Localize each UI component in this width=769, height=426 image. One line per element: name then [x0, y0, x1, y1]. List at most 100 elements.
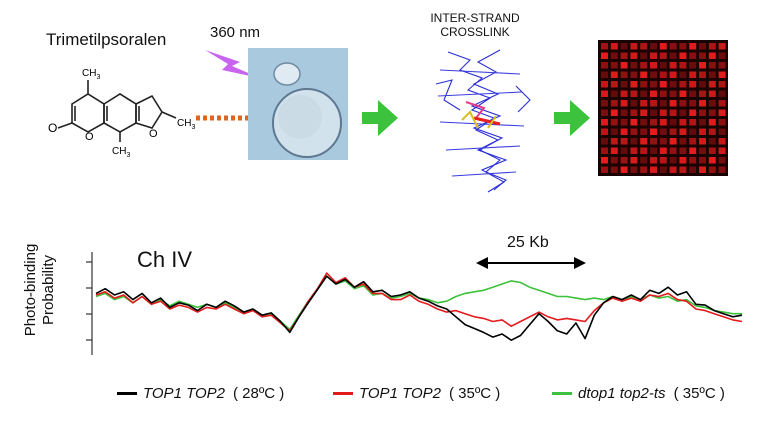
array-spot — [689, 157, 697, 164]
array-spot — [630, 157, 638, 164]
array-spot — [689, 128, 697, 135]
array-spot — [699, 147, 706, 154]
array-spot — [650, 100, 657, 107]
binding-profile-chart — [86, 252, 743, 355]
array-spot — [620, 109, 628, 116]
array-spot — [679, 81, 687, 88]
crosslink-label: INTER-STRAND CROSSLINK — [420, 11, 530, 39]
y-axis — [86, 252, 93, 355]
wavelength-label: 360 nm — [210, 24, 261, 41]
array-spot — [718, 100, 726, 107]
methyl-label-top: CH3 — [82, 68, 100, 81]
array-spot — [708, 157, 716, 164]
array-spot — [620, 138, 628, 145]
array-spot — [679, 147, 687, 154]
array-spot — [620, 43, 628, 50]
array-spot — [650, 62, 657, 69]
array-spot — [659, 138, 667, 145]
legend-name: dtop1 top2-ts — [578, 384, 666, 402]
array-spot — [601, 128, 608, 135]
array-spot — [610, 128, 618, 135]
array-spot — [708, 100, 716, 107]
array-spot — [689, 166, 697, 173]
array-spot — [630, 138, 638, 145]
array-spot — [699, 62, 706, 69]
array-spot — [669, 157, 677, 164]
array-spot — [669, 119, 677, 126]
crosslink-line-1: INTER-STRAND — [430, 11, 520, 25]
array-spot — [669, 81, 677, 88]
array-spot — [659, 128, 667, 135]
array-spot — [630, 147, 638, 154]
array-spot — [718, 128, 726, 135]
array-spot — [659, 90, 667, 97]
array-spot — [640, 147, 648, 154]
array-spot — [601, 52, 608, 59]
array-spot — [679, 157, 687, 164]
array-spot — [620, 166, 628, 173]
array-spot — [708, 166, 716, 173]
array-spot — [679, 90, 687, 97]
array-spot — [679, 71, 687, 78]
array-spot — [640, 81, 648, 88]
array-spot — [679, 166, 687, 173]
legend-item-red: TOP1 TOP2 ( 35ºC ) — [333, 382, 500, 404]
oxygen-label-1: O — [48, 121, 57, 135]
array-spot — [601, 166, 608, 173]
array-spot — [630, 100, 638, 107]
array-spot — [689, 119, 697, 126]
array-spot — [669, 90, 677, 97]
green-arrow-1 — [362, 100, 398, 136]
array-spot — [620, 157, 628, 164]
array-spot — [689, 90, 697, 97]
array-spot — [601, 109, 608, 116]
array-spot — [718, 90, 726, 97]
array-spot — [659, 157, 667, 164]
array-spot — [601, 138, 608, 145]
array-spot — [708, 62, 716, 69]
array-spot — [640, 43, 648, 50]
array-spot — [610, 90, 618, 97]
array-spot — [699, 100, 706, 107]
array-spot — [620, 100, 628, 107]
crosslink-line-2: CROSSLINK — [440, 25, 510, 39]
array-spot — [650, 157, 657, 164]
oxygen-label-2: O — [85, 131, 94, 143]
array-spot — [718, 81, 726, 88]
array-spot — [620, 52, 628, 59]
array-spot — [601, 157, 608, 164]
array-spot — [650, 128, 657, 135]
array-spot — [630, 81, 638, 88]
array-spot — [679, 128, 687, 135]
methyl-label-right: CH3 — [177, 118, 195, 131]
array-spot — [659, 100, 667, 107]
series-line-0 — [95, 275, 743, 341]
array-spot — [708, 109, 716, 116]
array-spot — [659, 52, 667, 59]
array-spot — [659, 81, 667, 88]
array-spot — [640, 157, 648, 164]
array-spot — [610, 52, 618, 59]
array-spot — [689, 147, 697, 154]
array-spot — [630, 71, 638, 78]
array-spot — [610, 147, 618, 154]
array-spot — [708, 81, 716, 88]
legend-swatch — [333, 391, 353, 395]
microarray-image — [598, 40, 728, 176]
array-spot — [640, 100, 648, 107]
array-spot — [640, 71, 648, 78]
array-spot — [718, 157, 726, 164]
legend-name: TOP1 TOP2 — [143, 384, 225, 402]
array-spot — [640, 128, 648, 135]
array-spot — [630, 128, 638, 135]
array-spot — [650, 52, 657, 59]
compound-name: Trimetilpsoralen — [46, 30, 167, 49]
array-spot — [669, 43, 677, 50]
array-spot — [650, 71, 657, 78]
array-spot — [718, 52, 726, 59]
array-spot — [620, 90, 628, 97]
array-spot — [669, 138, 677, 145]
array-spot — [689, 138, 697, 145]
legend-condition: ( 35ºC ) — [448, 384, 501, 402]
array-spot — [601, 90, 608, 97]
